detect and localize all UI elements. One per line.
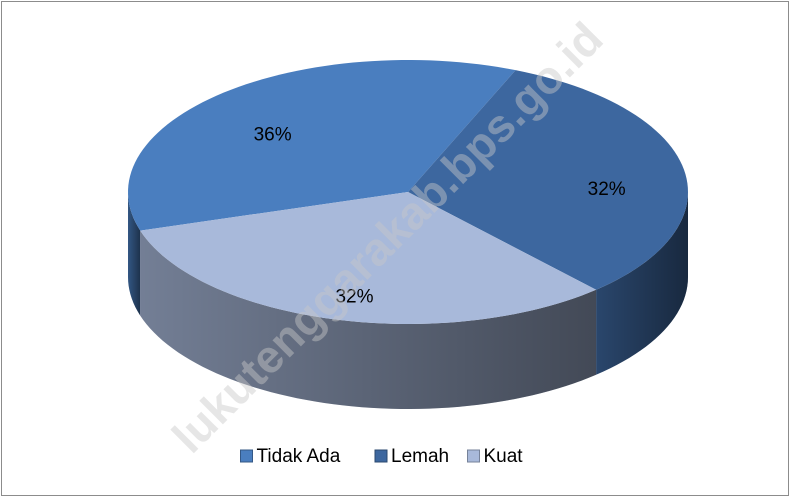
pie-side-shade: [128, 192, 141, 316]
legend-label: Tidak Ada: [257, 446, 341, 467]
pie-side-shade: [140, 230, 597, 409]
pie-slice: [140, 192, 597, 324]
legend-label: Lemah: [391, 446, 449, 467]
data-label: 32%: [335, 287, 373, 308]
pie-slice: [128, 60, 516, 231]
data-label: 36%: [254, 125, 292, 146]
data-label: 32%: [588, 179, 626, 200]
pie-side-shade: [596, 192, 688, 375]
legend-swatch: [374, 449, 388, 463]
legend-label: Kuat: [484, 446, 524, 467]
pie-slice: [408, 70, 688, 290]
legend-swatch: [240, 449, 253, 463]
legend-swatch: [467, 449, 480, 463]
